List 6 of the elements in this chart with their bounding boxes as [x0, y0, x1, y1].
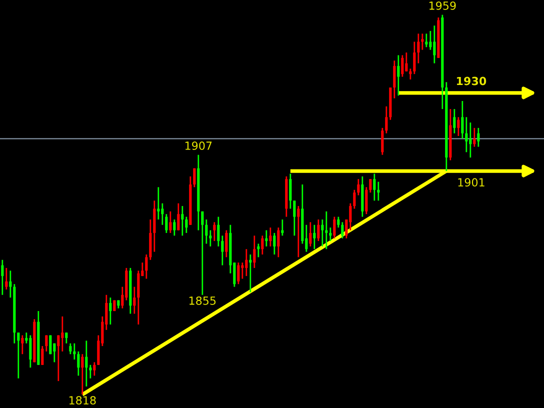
annotation: 1855	[189, 296, 216, 305]
annotation: 1959	[429, 1, 456, 10]
ref-line-label: 1930	[456, 76, 486, 86]
annotation: 1818	[69, 396, 96, 405]
annotation: 1907	[185, 142, 212, 150]
ref-line-label: 1901	[458, 178, 484, 187]
